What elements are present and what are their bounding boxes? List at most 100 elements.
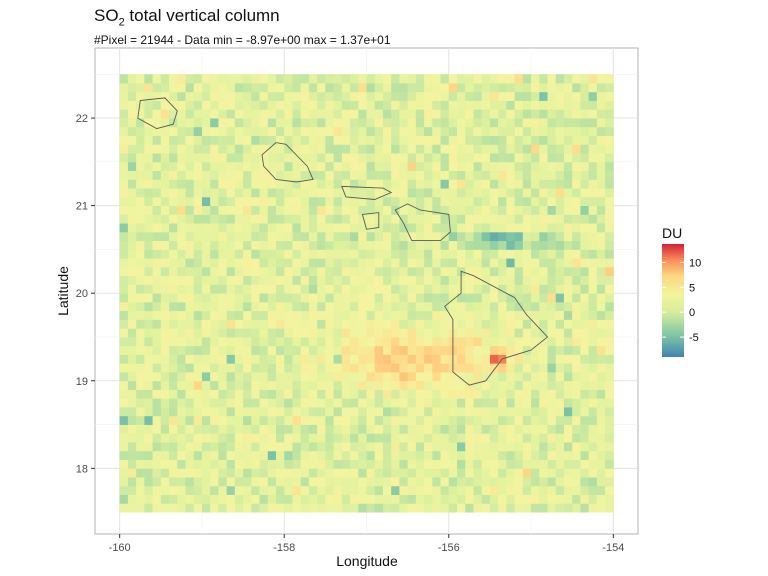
heatmap-cell [333, 170, 343, 180]
heatmap-cell [465, 83, 474, 93]
heatmap-cell [234, 135, 244, 145]
heatmap-cell [152, 398, 162, 408]
heatmap-cell [605, 109, 614, 119]
heatmap-cell [160, 293, 170, 303]
heatmap-cell [119, 240, 129, 250]
heatmap-cell [555, 179, 565, 189]
heatmap-cell [391, 284, 400, 294]
heatmap-cell [333, 284, 343, 294]
heatmap-cell [358, 109, 367, 119]
heatmap-cell [399, 188, 409, 198]
heatmap-cell [267, 126, 277, 136]
heatmap-cell [152, 336, 162, 347]
heatmap-cell [531, 380, 540, 390]
heatmap-cell [424, 91, 433, 101]
heatmap-cell [580, 74, 590, 84]
x-tick-label: -156 [438, 542, 460, 554]
heatmap-cell [210, 301, 219, 312]
heatmap-cell [127, 468, 137, 478]
heatmap-cell [193, 118, 203, 128]
heatmap-cell [169, 231, 178, 242]
heatmap-cell [201, 293, 211, 303]
heatmap-cell [440, 380, 450, 390]
heatmap-cell [481, 450, 491, 460]
heatmap-cell [300, 336, 310, 347]
heatmap-cell [325, 468, 334, 478]
heatmap-cell [284, 170, 293, 180]
heatmap-cell [136, 266, 145, 277]
heatmap-cell [440, 485, 450, 495]
heatmap-cell [498, 284, 507, 294]
heatmap-cell [522, 214, 532, 224]
heatmap-cell [317, 144, 326, 154]
heatmap-cell [399, 372, 409, 382]
heatmap-cell [193, 433, 203, 443]
heatmap-cell [572, 494, 581, 504]
heatmap-cell [267, 179, 277, 189]
heatmap-cell [440, 196, 450, 207]
heatmap-cell [218, 354, 228, 364]
heatmap-cell [473, 336, 483, 347]
heatmap-cell [424, 415, 433, 425]
heatmap-cell [127, 345, 137, 355]
heatmap-cell [514, 109, 524, 119]
heatmap-cell [366, 433, 376, 443]
heatmap-cell [407, 503, 417, 513]
heatmap-cell [539, 266, 548, 277]
heatmap-cell [325, 424, 334, 434]
heatmap-cell [210, 100, 219, 110]
heatmap-cell [152, 301, 162, 312]
heatmap-cell [292, 74, 302, 84]
heatmap-cell [341, 407, 351, 417]
heatmap-cell [522, 231, 532, 242]
heatmap-cell [555, 266, 565, 277]
heatmap-cell [514, 485, 524, 495]
heatmap-cell [119, 363, 129, 373]
heatmap-cell [152, 231, 162, 242]
heatmap-cell [350, 398, 359, 408]
heatmap-cell [366, 205, 376, 215]
heatmap-cell [514, 83, 524, 93]
heatmap-cell [292, 170, 302, 180]
heatmap-cell [259, 91, 269, 101]
heatmap-cell [580, 170, 590, 180]
heatmap-cell [333, 91, 343, 101]
heatmap-cell [350, 503, 359, 513]
heatmap-cell [415, 161, 425, 171]
heatmap-cell [498, 83, 507, 93]
heatmap-cell [136, 424, 145, 434]
heatmap-cell [333, 442, 343, 452]
heatmap-cell [415, 118, 425, 128]
heatmap-cell [218, 83, 228, 93]
heatmap-cell [605, 459, 614, 469]
heatmap-cell [226, 170, 236, 180]
heatmap-cell [391, 196, 400, 207]
heatmap-cell [136, 231, 145, 242]
heatmap-cell [169, 91, 178, 101]
heatmap-cell [119, 319, 129, 329]
heatmap-cell [563, 389, 573, 399]
heatmap-cell [127, 126, 137, 136]
heatmap-cell [243, 240, 252, 250]
heatmap-cell [341, 74, 351, 84]
heatmap-cell [498, 415, 507, 425]
heatmap-cell [136, 205, 145, 215]
heatmap-cell [481, 354, 491, 364]
heatmap-cell [514, 328, 524, 338]
heatmap-cell [267, 336, 277, 347]
heatmap-cell [432, 135, 441, 145]
heatmap-cell [267, 293, 277, 303]
heatmap-cell [259, 459, 269, 469]
heatmap-cell [424, 153, 433, 163]
heatmap-cell [193, 468, 203, 478]
heatmap-cell [300, 258, 310, 268]
heatmap-cell [539, 153, 548, 163]
heatmap-cell [440, 109, 450, 119]
heatmap-cell [350, 161, 359, 171]
heatmap-cell [136, 118, 145, 128]
heatmap-cell [358, 153, 367, 163]
heatmap-cell [243, 293, 252, 303]
heatmap-cell [358, 485, 367, 495]
heatmap-cell [177, 126, 186, 136]
heatmap-cell [201, 170, 211, 180]
